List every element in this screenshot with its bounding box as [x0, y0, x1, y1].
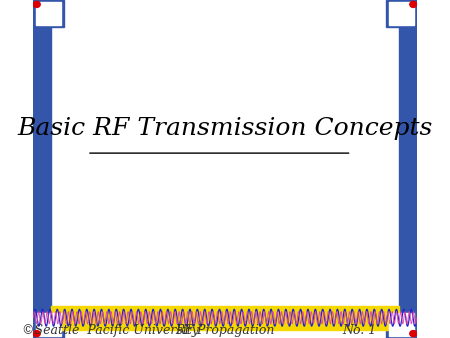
Circle shape	[410, 1, 417, 7]
Bar	[33, 311, 64, 338]
Text: ©Seattle  Pacific University: ©Seattle Pacific University	[22, 324, 198, 337]
Text: Basic RF Transmission Concepts: Basic RF Transmission Concepts	[17, 117, 433, 140]
Bar	[50, 306, 400, 330]
Bar	[400, 0, 417, 338]
Bar	[36, 313, 61, 336]
Circle shape	[33, 1, 40, 7]
Circle shape	[410, 331, 417, 337]
Bar	[33, 0, 50, 338]
Bar	[389, 2, 414, 25]
Bar	[386, 311, 417, 338]
Bar	[36, 2, 61, 25]
Text: RF Propagation: RF Propagation	[176, 324, 274, 337]
Bar	[386, 0, 417, 27]
Text: No. 1: No. 1	[342, 324, 376, 337]
Bar	[33, 0, 64, 27]
Circle shape	[33, 331, 40, 337]
Bar	[389, 313, 414, 336]
